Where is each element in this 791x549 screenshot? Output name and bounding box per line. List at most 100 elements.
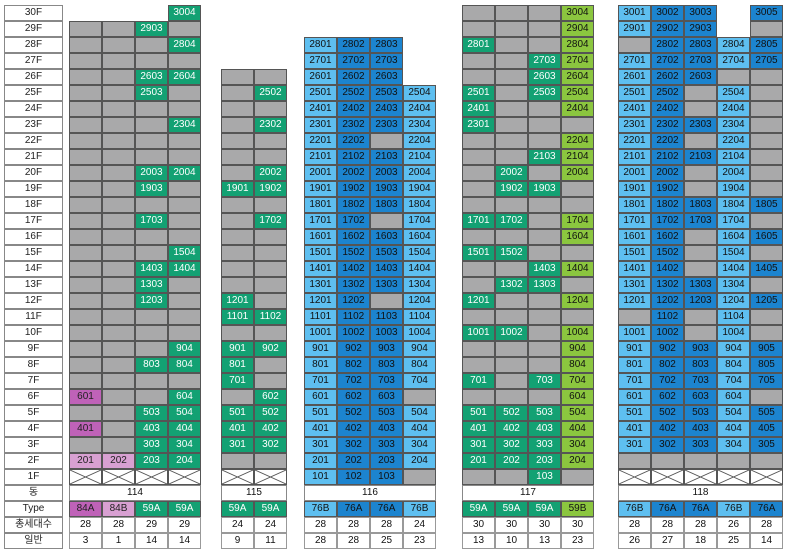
unit-cell[interactable]: 2104 [561, 149, 594, 165]
unit-cell[interactable]: 2002 [651, 165, 684, 181]
unit-cell[interactable]: 402 [495, 421, 528, 437]
unit-cell[interactable]: 1101 [221, 309, 254, 325]
unit-cell[interactable]: 2502 [337, 85, 370, 101]
unit-cell[interactable]: 505 [750, 405, 783, 421]
unit-cell[interactable]: 1201 [618, 293, 651, 309]
unit-cell[interactable]: 2201 [304, 133, 337, 149]
unit-cell[interactable]: 1103 [370, 309, 403, 325]
unit-cell[interactable]: 2103 [370, 149, 403, 165]
unit-cell[interactable]: 1604 [717, 229, 750, 245]
unit-cell[interactable]: 301 [304, 437, 337, 453]
unit-cell[interactable]: 302 [337, 437, 370, 453]
unit-cell[interactable]: 3004 [168, 5, 201, 21]
unit-cell[interactable]: 1804 [403, 197, 436, 213]
unit-cell[interactable]: 404 [403, 421, 436, 437]
unit-cell[interactable]: 504 [168, 405, 201, 421]
unit-cell[interactable]: 401 [69, 421, 102, 437]
unit-cell[interactable]: 1704 [403, 213, 436, 229]
unit-cell[interactable]: 2703 [684, 53, 717, 69]
unit-cell[interactable]: 2302 [254, 117, 287, 133]
unit-cell[interactable]: 2103 [528, 149, 561, 165]
unit-cell[interactable]: 1604 [561, 229, 594, 245]
unit-cell[interactable]: 403 [370, 421, 403, 437]
unit-cell[interactable]: 2004 [168, 165, 201, 181]
unit-cell[interactable]: 2903 [135, 21, 168, 37]
unit-cell[interactable]: 204 [561, 453, 594, 469]
unit-cell[interactable]: 1903 [528, 181, 561, 197]
unit-cell[interactable]: 904 [403, 341, 436, 357]
unit-cell[interactable]: 702 [651, 373, 684, 389]
unit-cell[interactable]: 805 [750, 357, 783, 373]
unit-cell[interactable]: 501 [618, 405, 651, 421]
unit-cell[interactable]: 2705 [750, 53, 783, 69]
unit-cell[interactable]: 2004 [717, 165, 750, 181]
unit-cell[interactable]: 801 [304, 357, 337, 373]
unit-cell[interactable]: 2805 [750, 37, 783, 53]
unit-cell[interactable]: 502 [254, 405, 287, 421]
unit-cell[interactable]: 401 [221, 421, 254, 437]
unit-cell[interactable]: 1702 [495, 213, 528, 229]
unit-cell[interactable]: 1803 [684, 197, 717, 213]
unit-cell[interactable]: 1801 [304, 197, 337, 213]
unit-cell[interactable]: 2202 [337, 133, 370, 149]
unit-cell[interactable]: 303 [135, 437, 168, 453]
unit-cell[interactable]: 1001 [462, 325, 495, 341]
unit-cell[interactable]: 2602 [651, 69, 684, 85]
unit-cell[interactable]: 2004 [561, 165, 594, 181]
unit-cell[interactable]: 2302 [337, 117, 370, 133]
unit-cell[interactable]: 2704 [561, 53, 594, 69]
unit-cell[interactable]: 302 [495, 437, 528, 453]
unit-cell[interactable]: 2304 [403, 117, 436, 133]
unit-cell[interactable]: 401 [462, 421, 495, 437]
unit-cell[interactable]: 301 [618, 437, 651, 453]
unit-cell[interactable]: 1302 [337, 277, 370, 293]
unit-cell[interactable]: 801 [618, 357, 651, 373]
unit-cell[interactable]: 1801 [618, 197, 651, 213]
unit-cell[interactable]: 501 [221, 405, 254, 421]
unit-cell[interactable]: 2704 [717, 53, 750, 69]
unit-cell[interactable]: 603 [684, 389, 717, 405]
unit-cell[interactable]: 303 [370, 437, 403, 453]
unit-cell[interactable]: 2204 [561, 133, 594, 149]
unit-cell[interactable]: 703 [528, 373, 561, 389]
unit-cell[interactable]: 1201 [462, 293, 495, 309]
unit-cell[interactable]: 303 [684, 437, 717, 453]
unit-cell[interactable]: 501 [462, 405, 495, 421]
unit-cell[interactable]: 2801 [462, 37, 495, 53]
unit-cell[interactable]: 2603 [135, 69, 168, 85]
unit-cell[interactable]: 2404 [403, 101, 436, 117]
unit-cell[interactable]: 2404 [561, 101, 594, 117]
unit-cell[interactable]: 1205 [750, 293, 783, 309]
unit-cell[interactable]: 904 [561, 341, 594, 357]
unit-cell[interactable]: 2804 [717, 37, 750, 53]
unit-cell[interactable]: 1402 [337, 261, 370, 277]
unit-cell[interactable]: 403 [135, 421, 168, 437]
unit-cell[interactable]: 604 [717, 389, 750, 405]
unit-cell[interactable]: 304 [168, 437, 201, 453]
unit-cell[interactable]: 903 [370, 341, 403, 357]
unit-cell[interactable]: 901 [304, 341, 337, 357]
unit-cell[interactable]: 2104 [717, 149, 750, 165]
unit-cell[interactable]: 1903 [135, 181, 168, 197]
unit-cell[interactable]: 2603 [370, 69, 403, 85]
unit-cell[interactable]: 1803 [370, 197, 403, 213]
unit-cell[interactable]: 2804 [168, 37, 201, 53]
unit-cell[interactable]: 1201 [221, 293, 254, 309]
unit-cell[interactable]: 802 [651, 357, 684, 373]
unit-cell[interactable]: 1704 [561, 213, 594, 229]
unit-cell[interactable]: 402 [254, 421, 287, 437]
unit-cell[interactable]: 1203 [684, 293, 717, 309]
unit-cell[interactable]: 2902 [651, 21, 684, 37]
unit-cell[interactable]: 2804 [561, 37, 594, 53]
unit-cell[interactable]: 1201 [304, 293, 337, 309]
unit-cell[interactable]: 604 [561, 389, 594, 405]
unit-cell[interactable]: 2403 [370, 101, 403, 117]
unit-cell[interactable]: 1605 [750, 229, 783, 245]
unit-cell[interactable]: 1802 [337, 197, 370, 213]
unit-cell[interactable]: 504 [561, 405, 594, 421]
unit-cell[interactable]: 804 [717, 357, 750, 373]
unit-cell[interactable]: 204 [168, 453, 201, 469]
unit-cell[interactable]: 301 [462, 437, 495, 453]
unit-cell[interactable]: 402 [651, 421, 684, 437]
unit-cell[interactable]: 801 [221, 357, 254, 373]
